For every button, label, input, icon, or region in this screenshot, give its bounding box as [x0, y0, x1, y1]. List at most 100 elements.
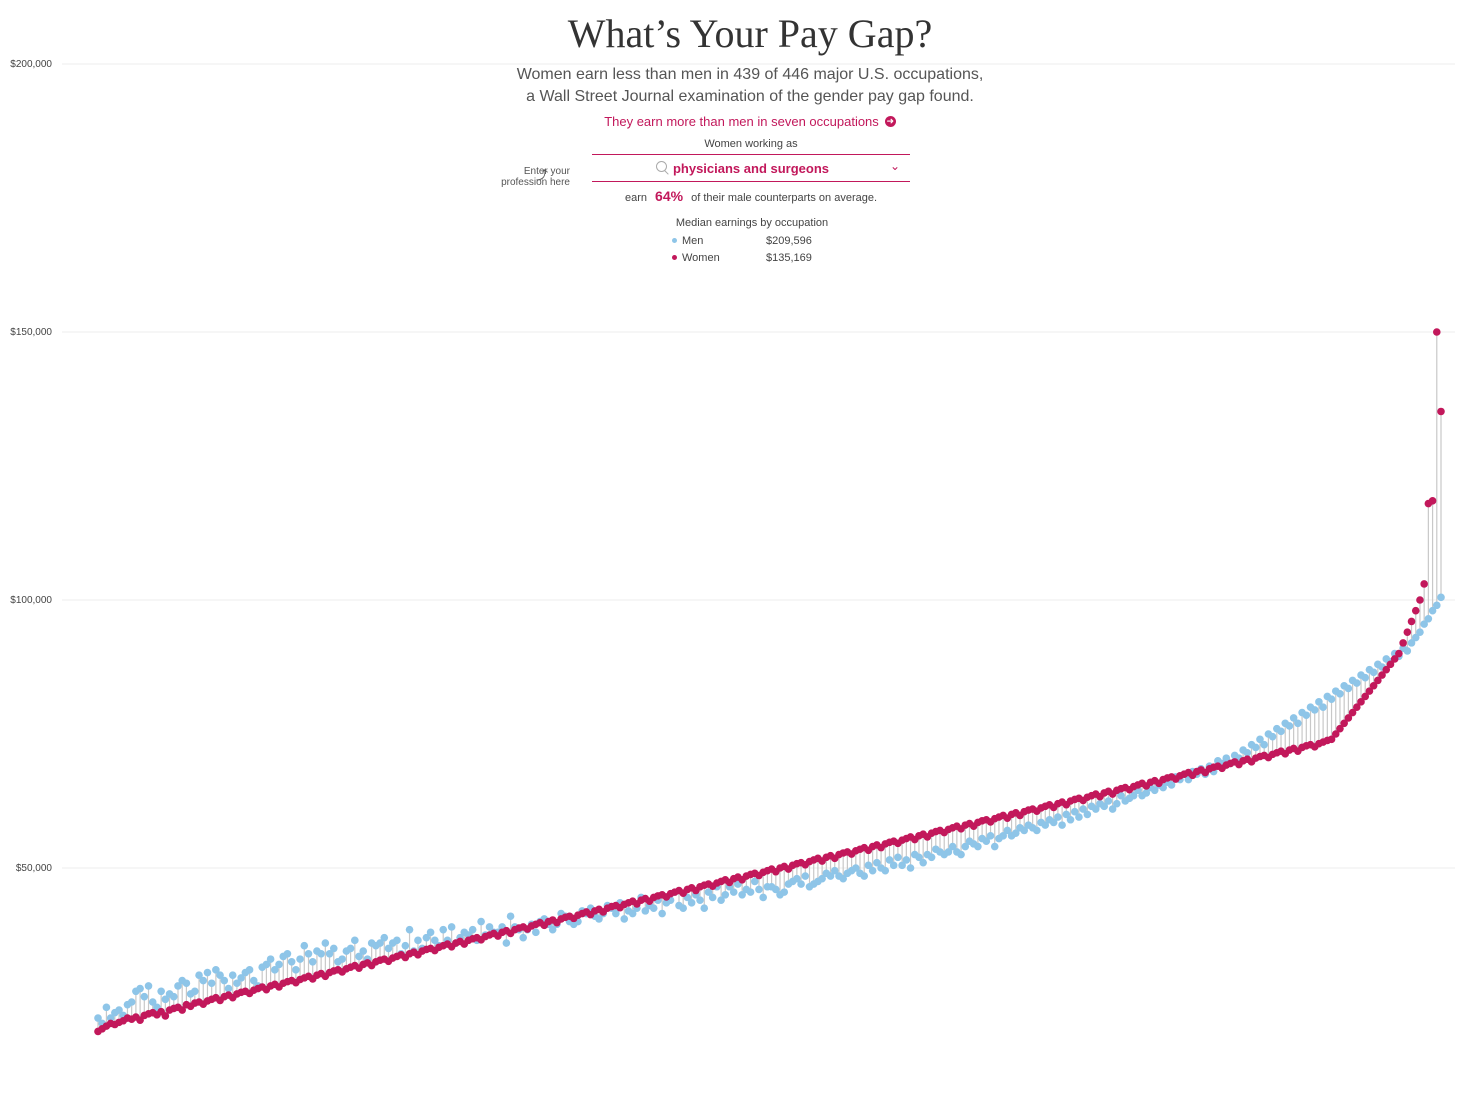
- men-point[interactable]: [641, 907, 650, 915]
- men-point[interactable]: [628, 909, 637, 918]
- men-point[interactable]: [1167, 781, 1176, 789]
- men-point[interactable]: [245, 966, 254, 974]
- men-point[interactable]: [801, 872, 810, 880]
- men-point[interactable]: [1327, 695, 1336, 703]
- women-point[interactable]: [1357, 698, 1365, 706]
- men-point[interactable]: [233, 979, 241, 988]
- men-point[interactable]: [721, 891, 730, 899]
- men-point[interactable]: [249, 976, 258, 985]
- women-point[interactable]: [1344, 714, 1353, 722]
- men-point[interactable]: [106, 1014, 115, 1022]
- men-point[interactable]: [1129, 791, 1138, 800]
- men-point[interactable]: [1294, 719, 1302, 728]
- men-point[interactable]: [915, 853, 923, 862]
- men-point[interactable]: [275, 960, 283, 969]
- men-point[interactable]: [1411, 633, 1420, 642]
- women-point[interactable]: [1420, 580, 1428, 588]
- men-point[interactable]: [982, 837, 991, 845]
- men-point[interactable]: [1041, 821, 1050, 829]
- men-point[interactable]: [228, 971, 237, 979]
- women-point[interactable]: [1437, 407, 1445, 416]
- men-point[interactable]: [759, 893, 767, 902]
- men-point[interactable]: [532, 928, 540, 937]
- men-point[interactable]: [548, 925, 557, 934]
- women-point[interactable]: [1386, 660, 1395, 669]
- men-point[interactable]: [308, 958, 317, 966]
- men-point[interactable]: [755, 885, 763, 894]
- men-point[interactable]: [1070, 807, 1079, 816]
- men-point[interactable]: [1407, 639, 1416, 647]
- men-point[interactable]: [1344, 684, 1353, 693]
- men-point[interactable]: [864, 861, 873, 870]
- men-point[interactable]: [948, 842, 957, 851]
- men-point[interactable]: [1310, 706, 1319, 714]
- men-point[interactable]: [1420, 620, 1428, 628]
- men-point[interactable]: [1083, 810, 1092, 819]
- men-point[interactable]: [1302, 711, 1311, 720]
- men-point[interactable]: [717, 896, 725, 904]
- men-point[interactable]: [885, 856, 894, 864]
- men-point[interactable]: [595, 915, 603, 923]
- men-point[interactable]: [1150, 786, 1159, 795]
- men-point[interactable]: [902, 856, 911, 864]
- men-point[interactable]: [1277, 727, 1285, 736]
- men-point[interactable]: [304, 949, 313, 958]
- men-point[interactable]: [300, 941, 309, 950]
- women-point[interactable]: [1336, 724, 1344, 733]
- men-point[interactable]: [990, 842, 999, 851]
- men-point[interactable]: [860, 872, 869, 880]
- men-point[interactable]: [161, 995, 170, 1004]
- men-point[interactable]: [296, 955, 304, 963]
- men-point[interactable]: [182, 979, 191, 988]
- women-point[interactable]: [161, 1012, 170, 1020]
- women-point[interactable]: [1382, 665, 1391, 674]
- men-point[interactable]: [212, 966, 220, 974]
- men-point[interactable]: [1091, 805, 1100, 813]
- men-point[interactable]: [380, 933, 389, 942]
- men-point[interactable]: [468, 925, 477, 934]
- men-point[interactable]: [793, 874, 801, 883]
- men-point[interactable]: [1416, 628, 1424, 636]
- men-point[interactable]: [1222, 754, 1231, 762]
- men-point[interactable]: [140, 992, 149, 1001]
- men-point[interactable]: [738, 891, 746, 899]
- men-point[interactable]: [191, 987, 199, 996]
- men-point[interactable]: [818, 874, 826, 883]
- men-point[interactable]: [1100, 802, 1108, 811]
- men-point[interactable]: [687, 899, 696, 907]
- men-point[interactable]: [127, 998, 136, 1006]
- men-point[interactable]: [220, 976, 229, 985]
- men-point[interactable]: [216, 971, 224, 979]
- men-point[interactable]: [830, 866, 839, 875]
- men-point[interactable]: [1369, 668, 1378, 677]
- men-point[interactable]: [325, 949, 334, 958]
- men-point[interactable]: [927, 853, 936, 862]
- men-point[interactable]: [199, 976, 208, 985]
- men-point[interactable]: [772, 885, 780, 894]
- women-point[interactable]: [1327, 735, 1336, 744]
- men-point[interactable]: [1319, 703, 1327, 711]
- men-point[interactable]: [746, 888, 755, 896]
- men-point[interactable]: [506, 912, 515, 921]
- men-point[interactable]: [961, 842, 970, 851]
- men-point[interactable]: [207, 979, 216, 988]
- men-point[interactable]: [889, 861, 898, 870]
- men-point[interactable]: [658, 909, 666, 918]
- men-point[interactable]: [1113, 799, 1121, 808]
- women-point[interactable]: [178, 1006, 187, 1014]
- men-point[interactable]: [612, 909, 620, 918]
- men-point[interactable]: [485, 923, 494, 931]
- men-point[interactable]: [426, 928, 435, 937]
- men-point[interactable]: [346, 944, 355, 953]
- women-point[interactable]: [1348, 708, 1357, 717]
- men-point[interactable]: [1289, 714, 1298, 722]
- men-point[interactable]: [292, 966, 300, 974]
- men-point[interactable]: [974, 842, 982, 851]
- men-point[interactable]: [376, 939, 384, 947]
- men-point[interactable]: [317, 949, 325, 958]
- men-point[interactable]: [1003, 826, 1012, 835]
- women-point[interactable]: [1361, 692, 1370, 701]
- men-point[interactable]: [1011, 829, 1020, 837]
- men-point[interactable]: [852, 864, 860, 872]
- women-point[interactable]: [1432, 328, 1441, 336]
